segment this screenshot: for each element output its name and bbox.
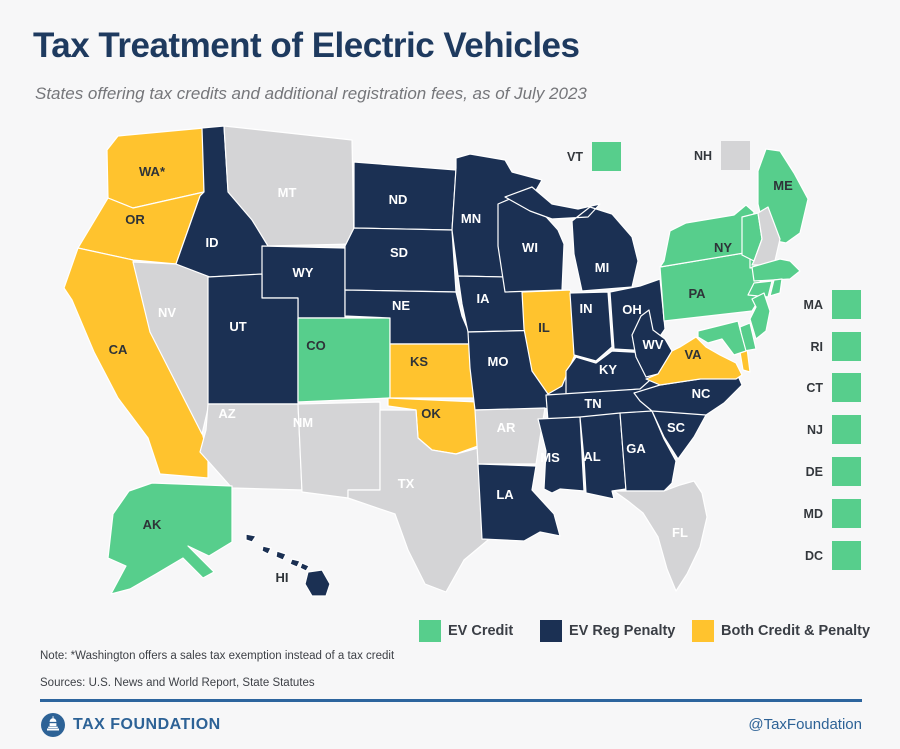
state-label-KS: KS (410, 354, 428, 369)
state-label-CO: CO (306, 338, 326, 353)
state-tile-label-CT: CT (806, 381, 823, 395)
state-tile-NJ (832, 415, 861, 444)
state-label-MN: MN (461, 211, 481, 226)
note-text: Note: *Washington offers a sales tax exe… (40, 650, 395, 662)
state-label-MT: MT (278, 185, 297, 200)
state-label-AK: AK (143, 517, 162, 532)
legend-item-credit: EV Credit (419, 620, 513, 642)
page-subtitle: States offering tax credits and addition… (35, 84, 587, 103)
state-label-CA: CA (109, 342, 128, 357)
state-label-ND: ND (389, 192, 408, 207)
state-label-ME: ME (773, 178, 793, 193)
state-label-HI: HI (276, 570, 289, 585)
state-MI (504, 186, 639, 292)
legend-item-penalty: EV Reg Penalty (540, 620, 675, 642)
state-tile-CT (832, 373, 861, 402)
state-label-VA: VA (684, 347, 702, 362)
state-MA (751, 258, 801, 282)
state-label-WY: WY (293, 265, 314, 280)
state-AR (474, 407, 546, 465)
state-FL (613, 480, 708, 592)
state-label-OH: OH (622, 302, 642, 317)
legend-swatch-penalty (540, 620, 562, 642)
legend-label-both: Both Credit & Penalty (721, 623, 871, 639)
state-LA (477, 463, 561, 542)
state-tile-DE (832, 457, 861, 486)
state-label-OR: OR (125, 212, 145, 227)
state-label-LA: LA (496, 487, 514, 502)
state-tile-label-NJ: NJ (807, 423, 823, 437)
state-label-WA: WA* (139, 164, 166, 179)
state-label-IL: IL (538, 320, 550, 335)
state-CO (297, 317, 391, 403)
state-label-NY: NY (714, 240, 732, 255)
brand-lockup: TAX FOUNDATION (40, 712, 221, 738)
state-tile-MD (832, 499, 861, 528)
state-label-OK: OK (421, 406, 441, 421)
state-tile-label-DE: DE (806, 465, 823, 479)
state-label-SC: SC (667, 420, 686, 435)
tax-foundation-logo-icon (41, 713, 65, 737)
state-IN (569, 291, 613, 362)
legend-label-penalty: EV Reg Penalty (569, 623, 676, 639)
brand-name: TAX FOUNDATION (73, 716, 221, 733)
state-label-NM: NM (293, 415, 313, 430)
state-MD (697, 320, 747, 356)
state-label-NC: NC (692, 386, 711, 401)
state-label-GA: GA (626, 441, 646, 456)
state-tile-RI (832, 332, 861, 361)
state-tile-MA (832, 290, 861, 319)
state-label-NE: NE (392, 298, 410, 313)
state-tile-label-MD: MD (804, 507, 823, 521)
state-label-MS: MS (540, 450, 560, 465)
state-KS (389, 343, 481, 399)
state-label-MI: MI (595, 260, 609, 275)
state-label-WI: WI (522, 240, 538, 255)
page-title: Tax Treatment of Electric Vehicles (33, 26, 580, 65)
state-label-TN: TN (584, 396, 601, 411)
state-label-IN: IN (580, 301, 593, 316)
state-NJ (749, 292, 771, 340)
state-WV (631, 309, 673, 378)
state-tile-NH (721, 141, 750, 170)
state-AZ (199, 403, 303, 491)
footer-divider (40, 699, 862, 702)
sources-text: Sources: U.S. News and World Report, Sta… (40, 677, 315, 689)
legend-swatch-credit (419, 620, 441, 642)
state-label-WV: WV (643, 337, 664, 352)
state-label-AL: AL (583, 449, 600, 464)
state-label-TX: TX (398, 476, 415, 491)
state-label-NV: NV (158, 305, 176, 320)
twitter-handle-link[interactable]: @TaxFoundation (748, 716, 862, 733)
state-CT (747, 280, 773, 298)
legend-item-both: Both Credit & Penalty (692, 620, 870, 642)
state-tile-label-NH: NH (694, 149, 712, 163)
legend-swatch-both (692, 620, 714, 642)
state-label-MO: MO (488, 354, 509, 369)
state-tile-label-DC: DC (805, 549, 823, 563)
state-tile-label-RI: RI (811, 340, 824, 354)
state-label-KY: KY (599, 362, 617, 377)
state-tile-DC (832, 541, 861, 570)
state-tile-VT (592, 142, 621, 171)
state-RI (769, 278, 783, 297)
state-label-ID: ID (206, 235, 219, 250)
state-label-UT: UT (229, 319, 246, 334)
state-label-AZ: AZ (218, 406, 235, 421)
state-label-PA: PA (688, 286, 706, 301)
state-HI (245, 533, 331, 597)
state-AK (107, 482, 233, 595)
state-SD (344, 227, 457, 293)
state-tile-label-MA: MA (804, 298, 823, 312)
state-label-IA: IA (477, 291, 491, 306)
state-label-SD: SD (390, 245, 408, 260)
state-label-AR: AR (497, 420, 516, 435)
legend-label-credit: EV Credit (448, 623, 514, 639)
state-label-FL: FL (672, 525, 688, 540)
state-tile-label-VT: VT (567, 150, 583, 164)
